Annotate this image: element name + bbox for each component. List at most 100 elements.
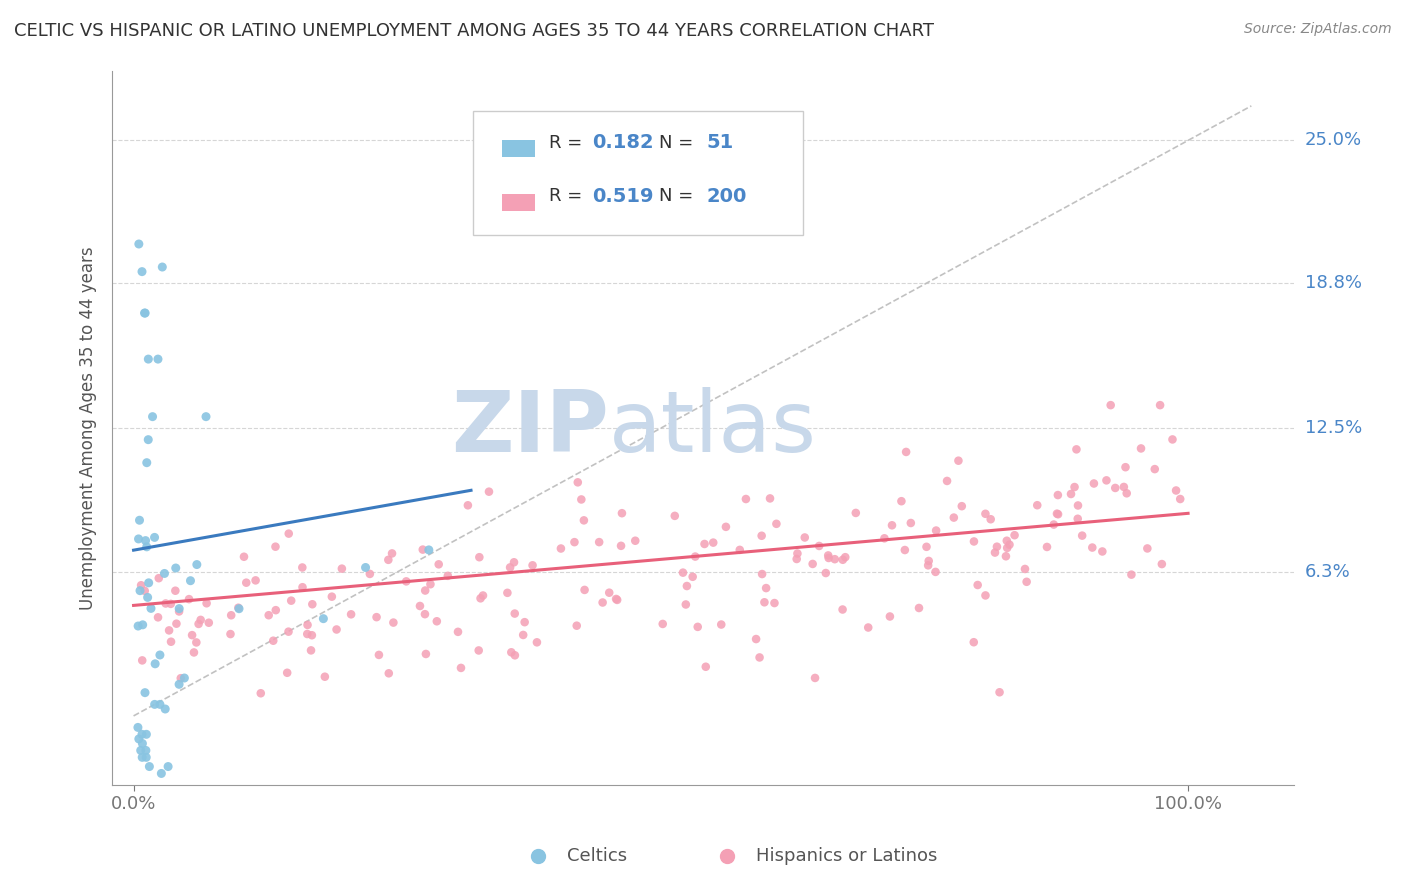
Point (325, 623, 347, 637)
Point (297, 627, 319, 641)
Point (1060, 487, 1083, 501)
Point (129, 583, 152, 598)
Point (676, 579, 699, 593)
Text: CELTIC VS HISPANIC OR LATINO UNEMPLOYMENT AMONG AGES 35 TO 44 YEARS CORRELATION : CELTIC VS HISPANIC OR LATINO UNEMPLOYMEN… (14, 22, 934, 40)
Point (751, 529, 773, 543)
Point (963, 635, 986, 649)
Point (950, 499, 973, 513)
Point (127, 619, 149, 633)
Point (624, 533, 647, 548)
Point (150, 260, 173, 274)
Text: 51: 51 (707, 133, 734, 153)
Point (426, 614, 449, 628)
Point (817, 551, 839, 566)
Point (264, 540, 287, 554)
Point (128, 237, 150, 252)
Point (187, 616, 209, 631)
Point (890, 494, 912, 508)
Point (793, 531, 815, 545)
Text: 200: 200 (707, 186, 747, 206)
Point (291, 560, 314, 574)
Point (219, 627, 242, 641)
Point (1161, 433, 1184, 447)
Bar (502, 140, 536, 157)
Point (1081, 541, 1104, 555)
Text: 12.5%: 12.5% (1305, 419, 1362, 437)
Point (299, 643, 322, 657)
Text: atlas: atlas (609, 386, 817, 470)
Point (745, 632, 768, 646)
Point (754, 595, 776, 609)
Point (1014, 562, 1036, 576)
Point (190, 613, 212, 627)
Point (984, 545, 1007, 559)
Point (988, 685, 1011, 699)
Point (925, 524, 948, 538)
Text: ZIP: ZIP (451, 386, 609, 470)
Point (160, 634, 183, 648)
Point (664, 508, 686, 523)
Point (195, 409, 218, 424)
Point (1046, 507, 1069, 521)
Point (277, 526, 299, 541)
Text: 18.8%: 18.8% (1305, 274, 1361, 293)
Point (686, 620, 709, 634)
Point (131, 737, 153, 751)
Text: 6.3%: 6.3% (1305, 563, 1350, 581)
Point (134, 583, 156, 598)
Point (1104, 481, 1126, 495)
Point (415, 647, 437, 661)
Point (450, 661, 472, 675)
Text: 0.519: 0.519 (592, 186, 654, 206)
Point (751, 567, 773, 582)
Point (359, 566, 381, 581)
Point (170, 671, 193, 685)
Point (165, 583, 187, 598)
Text: Source: ZipAtlas.com: Source: ZipAtlas.com (1244, 22, 1392, 37)
Point (135, 533, 157, 548)
Point (413, 583, 436, 598)
Point (128, 513, 150, 527)
Point (262, 633, 284, 648)
Point (179, 574, 201, 588)
Point (129, 743, 152, 757)
Point (381, 546, 404, 560)
Point (814, 566, 837, 580)
Point (131, 265, 153, 279)
Point (135, 743, 157, 757)
Point (167, 604, 190, 618)
Point (131, 617, 153, 632)
Point (134, 306, 156, 320)
Point (651, 616, 673, 631)
Point (413, 607, 436, 622)
Point (382, 615, 405, 630)
Point (150, 766, 173, 780)
Point (503, 648, 526, 663)
Point (986, 540, 1008, 554)
Point (366, 610, 388, 624)
Point (1095, 474, 1118, 488)
Point (135, 727, 157, 741)
Point (354, 560, 377, 574)
Point (155, 597, 177, 611)
Point (314, 670, 336, 684)
Point (605, 591, 627, 606)
Point (149, 648, 172, 662)
Y-axis label: Unemployment Among Ages 35 to 44 years: Unemployment Among Ages 35 to 44 years (79, 246, 97, 610)
Point (831, 553, 853, 567)
Point (135, 456, 157, 470)
Text: 25.0%: 25.0% (1305, 131, 1362, 150)
Point (321, 590, 343, 604)
Point (550, 541, 572, 556)
Point (879, 609, 901, 624)
Point (138, 352, 160, 367)
Point (998, 538, 1021, 552)
Text: Celtics: Celtics (567, 847, 627, 865)
Point (513, 615, 536, 629)
Point (457, 498, 479, 512)
Point (139, 601, 162, 615)
Text: R =: R = (550, 187, 589, 205)
Point (264, 603, 287, 617)
Point (894, 445, 917, 459)
Point (894, 543, 917, 558)
